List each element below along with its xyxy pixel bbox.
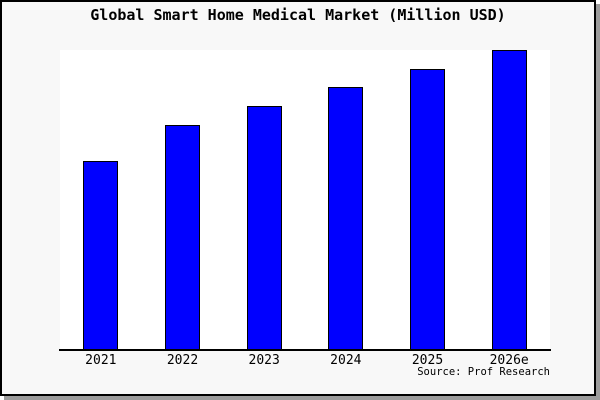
plot-area: [60, 50, 550, 350]
x-tick-label-2023: 2023: [248, 353, 280, 368]
chart-title: Global Smart Home Medical Market (Millio…: [90, 6, 506, 24]
x-tick-label-2022: 2022: [166, 353, 199, 368]
bar-2024: [328, 87, 364, 351]
x-tick-label-2024: 2024: [330, 353, 362, 368]
bar-2026e: [491, 50, 527, 351]
x-tick-label-2021: 2021: [85, 353, 117, 368]
source-credit: Source: Prof Research: [417, 366, 550, 378]
bar-2025: [410, 69, 445, 351]
bar-2021: [83, 161, 119, 351]
bar-2023: [246, 106, 282, 351]
x-axis-line: [59, 349, 551, 351]
x-tick-label-2025: 2025: [411, 353, 444, 368]
x-tick-label-2026e: 2026e: [489, 353, 529, 368]
bar-2022: [165, 125, 200, 351]
